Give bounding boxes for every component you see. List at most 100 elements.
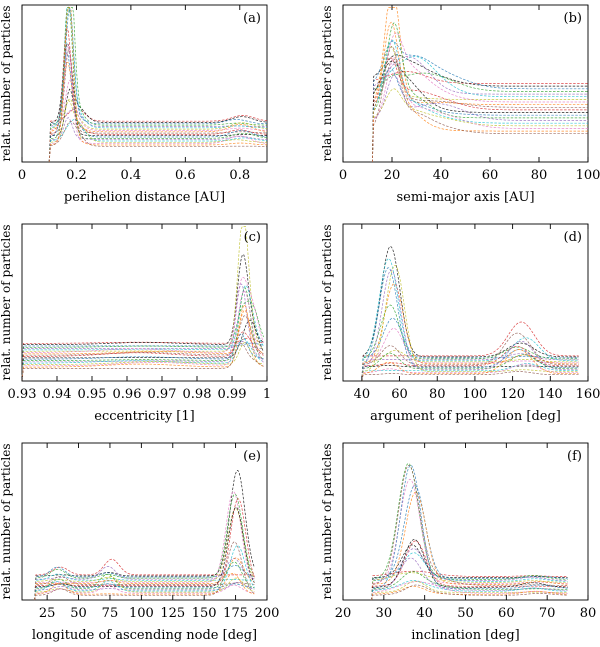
- x-tick-label: 100: [129, 606, 154, 621]
- x-tick-label: 0.96: [113, 387, 142, 402]
- series-line: [371, 557, 568, 601]
- series-line: [372, 45, 588, 163]
- series-line: [361, 258, 579, 382]
- series-line: [371, 585, 568, 601]
- series-line: [34, 545, 255, 601]
- series-line: [371, 540, 568, 601]
- series-line: [48, 42, 268, 163]
- series-line: [372, 57, 588, 163]
- series-line: [371, 485, 568, 601]
- x-tick-label: 60: [391, 387, 408, 402]
- series-line: [361, 352, 579, 382]
- y-axis-label: relat. number of particles: [0, 225, 13, 381]
- series-line: [34, 493, 255, 601]
- series-line: [371, 462, 568, 601]
- series-line: [361, 267, 579, 382]
- series-line: [372, 71, 588, 163]
- series-line: [48, 7, 267, 163]
- y-axis-label: relat. number of particles: [0, 6, 13, 162]
- series-line: [371, 539, 568, 601]
- series-line: [361, 321, 579, 382]
- series-line: [21, 342, 264, 382]
- x-axis-label: semi-major axis [AU]: [396, 190, 534, 205]
- x-tick-label: 70: [539, 606, 556, 621]
- panel-tag: (f): [567, 449, 582, 464]
- series-line: [34, 584, 255, 601]
- x-tick-label: 160: [576, 387, 600, 402]
- panel-b: 0 20 40 60 80 100 semi-major axis [AU] relat. n…: [320, 4, 600, 205]
- x-tick-label: 120: [500, 387, 525, 402]
- panel-tag: (d): [564, 230, 582, 245]
- series-line: [21, 310, 264, 382]
- panel-tag: (e): [243, 449, 261, 464]
- y-axis-label: relat. number of particles: [320, 444, 334, 600]
- x-tick-label: 0.97: [148, 387, 177, 402]
- x-tick-label: 60: [498, 606, 515, 621]
- series-line: [372, 61, 588, 163]
- x-tick-label: 20: [335, 606, 352, 621]
- series-line: [21, 315, 264, 382]
- series-line: [48, 108, 268, 163]
- series-line: [21, 331, 264, 382]
- series-line: [361, 317, 579, 382]
- plot-frame: [21, 442, 268, 601]
- series-line: [34, 507, 255, 601]
- series-line: [371, 548, 568, 601]
- series-line: [34, 575, 255, 601]
- series-line: [372, 56, 588, 163]
- series-line: [48, 121, 267, 163]
- plot-frame: [21, 4, 268, 163]
- plot-frame: [342, 4, 589, 163]
- x-axis-label: inclination [deg]: [411, 628, 519, 643]
- series-line: [372, 56, 588, 163]
- series-line: [34, 558, 255, 601]
- x-tick-label: 30: [376, 606, 393, 621]
- series-line: [34, 572, 255, 601]
- series-line: [34, 557, 255, 601]
- series-line: [34, 541, 255, 601]
- x-tick-label: 150: [192, 606, 217, 621]
- x-tick-label: 0.6: [175, 168, 196, 183]
- series-line: [371, 464, 568, 601]
- series-line: [48, 98, 268, 163]
- x-tick-label: 50: [457, 606, 474, 621]
- series-line: [34, 506, 255, 601]
- series-line: [48, 27, 267, 163]
- panel-a: 0 0.2 0.4 0.6 0.8 perihelion distance [AU] rel…: [0, 4, 268, 205]
- x-tick-label: 40: [354, 387, 371, 402]
- series-line: [48, 88, 268, 163]
- series-line: [21, 284, 264, 382]
- series-line: [48, 8, 267, 163]
- series-line: [21, 290, 264, 382]
- x-tick-label: 0.4: [121, 168, 142, 183]
- x-tick-label: 75: [102, 606, 119, 621]
- x-tick-label: 1: [263, 387, 271, 402]
- series-line: [48, 51, 268, 163]
- x-tick-label: 0.94: [43, 387, 72, 402]
- series-line: [372, 21, 588, 163]
- panel-c: 0.93 0.94 0.95 0.96 0.97 0.98 0.99 1 eccentricit…: [0, 223, 271, 424]
- series-line: [48, 7, 267, 163]
- panel-tag: (a): [243, 11, 261, 26]
- y-axis-label: relat. number of particles: [320, 225, 334, 381]
- x-axis-label: argument of perihelion [deg]: [370, 409, 561, 424]
- series-line: [21, 333, 264, 382]
- series-line: [372, 46, 588, 163]
- series-line: [361, 363, 579, 382]
- x-tick-label: 60: [482, 168, 499, 183]
- series-line: [361, 332, 579, 382]
- y-axis-label: relat. number of particles: [0, 444, 13, 600]
- series-line: [34, 565, 255, 601]
- x-tick-label: 25: [39, 606, 56, 621]
- series-line: [361, 365, 579, 382]
- series-line: [21, 338, 264, 382]
- series-line: [34, 491, 255, 601]
- x-tick-label: 0.98: [183, 387, 212, 402]
- series-line: [361, 283, 579, 382]
- x-tick-label: 40: [416, 606, 433, 621]
- x-tick-label: 80: [429, 387, 446, 402]
- series-line: [21, 254, 264, 382]
- series-line: [361, 371, 579, 382]
- series-line: [48, 7, 268, 163]
- series-line: [48, 6, 268, 163]
